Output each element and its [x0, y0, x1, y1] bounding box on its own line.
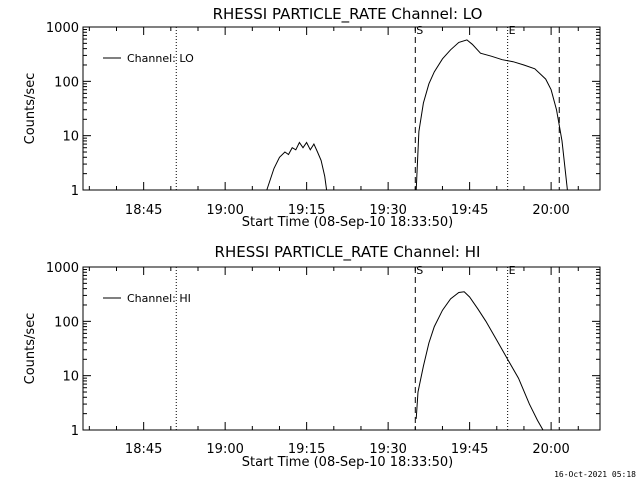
- x-tick-label: 19:30: [369, 442, 406, 457]
- y-tick-label: 1: [71, 184, 79, 199]
- x-tick-label: 19:00: [206, 203, 243, 218]
- time-marker-label: S: [416, 24, 423, 37]
- series-line: [266, 141, 328, 191]
- series-line: [415, 39, 568, 191]
- time-marker-label: S: [416, 264, 423, 277]
- x-tick-label: 18:45: [125, 203, 162, 218]
- x-tick-label: 19:45: [451, 203, 488, 218]
- x-tick-label: 19:15: [288, 442, 325, 457]
- series-line: [415, 291, 544, 431]
- legend-label: Channel: LO: [127, 52, 194, 65]
- chart-title: RHESSI PARTICLE_RATE Channel: LO: [213, 5, 483, 24]
- x-tick-label: 19:45: [451, 442, 488, 457]
- chart-panel-2: RHESSI PARTICLE_RATE Channel: HI 1 10 100 10…: [23, 243, 601, 470]
- x-axis-label: Start Time (08-Sep-10 18:33:50): [242, 455, 453, 470]
- y-tick-label: 10: [62, 130, 79, 145]
- x-tick-label: 19:15: [288, 203, 325, 218]
- legend-label: Channel: HI: [127, 292, 191, 305]
- y-tick-label: 1: [71, 424, 79, 439]
- x-axis-label: Start Time (08-Sep-10 18:33:50): [242, 215, 453, 230]
- y-axis-label: Counts/sec: [23, 73, 38, 145]
- y-axis-label: Counts/sec: [23, 313, 38, 385]
- x-tick-label: 20:00: [532, 203, 569, 218]
- generation-timestamp: 16-Oct-2021 05:18: [554, 470, 636, 479]
- time-marker-label: E: [509, 24, 516, 37]
- time-marker-label: E: [509, 264, 516, 277]
- x-tick-label: 19:00: [206, 442, 243, 457]
- chart-panel-1: RHESSI PARTICLE_RATE Channel: LO 1 10 100 10…: [23, 5, 601, 230]
- y-tick-label: 1000: [46, 261, 79, 276]
- y-tick-label: 100: [54, 75, 79, 90]
- y-tick-label: 10: [62, 370, 79, 385]
- chart-title: RHESSI PARTICLE_RATE Channel: HI: [215, 243, 481, 262]
- y-tick-label: 100: [54, 315, 79, 330]
- x-tick-label: 20:00: [532, 442, 569, 457]
- y-tick-label: 1000: [46, 21, 79, 36]
- x-tick-label: 18:45: [125, 442, 162, 457]
- x-tick-label: 19:30: [369, 203, 406, 218]
